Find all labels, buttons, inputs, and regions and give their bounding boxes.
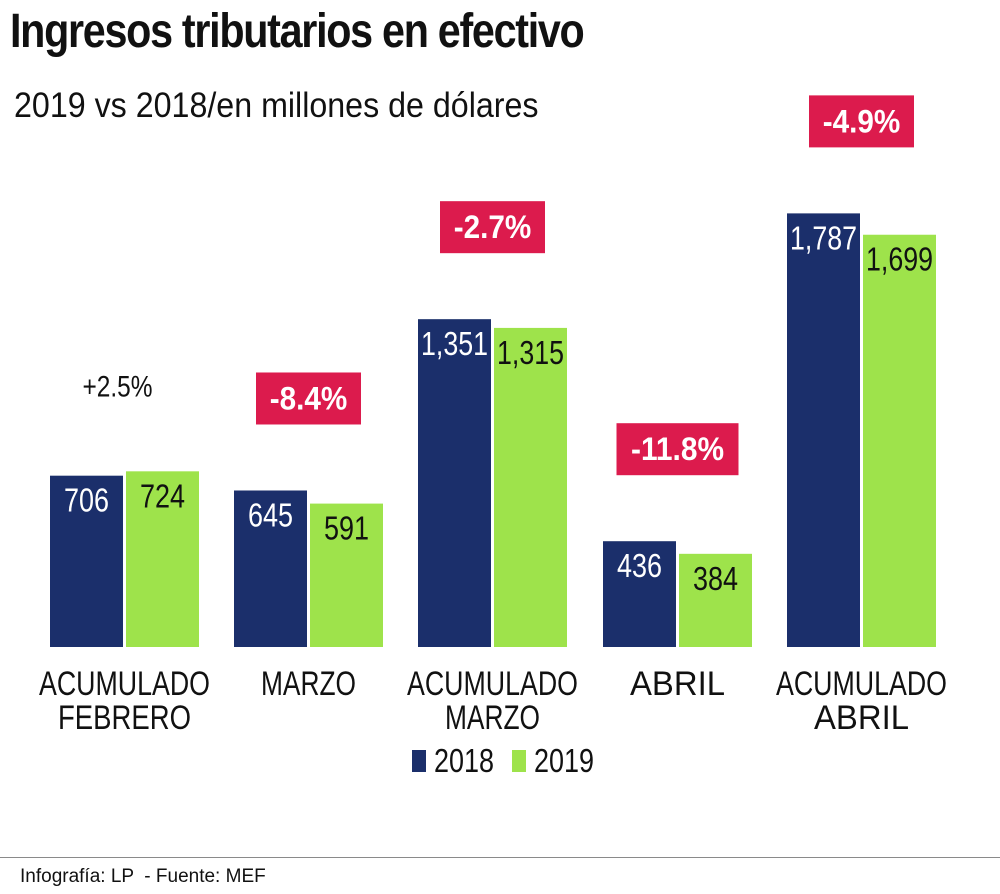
bar-value-label: 1,787	[790, 219, 857, 256]
change-label: +2.5%	[83, 370, 153, 403]
bar-value-label: 591	[324, 510, 369, 547]
category-label: ACUMULADO	[776, 665, 947, 703]
bar-2018-2	[418, 319, 491, 647]
footer-source: - Fuente: MEF	[144, 866, 266, 887]
footer-divider	[0, 857, 1000, 858]
change-badge-label: -11.8%	[631, 431, 724, 467]
category-label: ABRIL	[814, 699, 909, 737]
bar-2018-4	[787, 213, 860, 647]
bar-value-label: 645	[248, 496, 293, 533]
chart-title: Ingresos tributarios en efectivo	[10, 5, 585, 58]
bar-2018-3	[603, 541, 676, 647]
bar-value-label: 384	[693, 560, 738, 597]
chart-subtitle: 2019 vs 2018/en millones de dólares	[14, 86, 539, 125]
footer-spacer	[134, 866, 145, 887]
legend-label-2018: 2018	[434, 742, 494, 779]
bar-2019-3	[679, 553, 752, 647]
bar-value-label: 706	[64, 482, 109, 519]
category-label: ACUMULADO	[39, 665, 210, 703]
footer: Infografía: LP - Fuente: MEF	[20, 866, 266, 888]
bar-value-label: 1,315	[497, 334, 564, 371]
bar-2019-1	[310, 503, 383, 647]
bar-value-label: 436	[617, 547, 662, 584]
legend-swatch-2019	[512, 750, 526, 772]
legend-swatch-2018	[412, 750, 426, 772]
bar-2019-0	[126, 471, 199, 647]
change-badge-label: -8.4%	[270, 380, 348, 416]
footer-credit: Infografía: LP	[20, 866, 134, 887]
legend-label-2019: 2019	[534, 742, 594, 779]
change-badge	[256, 372, 361, 425]
change-badge-label: -2.7%	[454, 209, 532, 245]
bar-value-label: 724	[140, 477, 185, 514]
bar-2018-1	[234, 490, 307, 647]
bar-2019-2	[494, 327, 567, 647]
change-badge	[616, 423, 739, 476]
change-badge	[809, 95, 914, 148]
change-badge	[440, 201, 545, 254]
category-label: MARZO	[261, 665, 356, 703]
category-label: ACUMULADO	[407, 665, 578, 703]
change-badge-label: -4.9%	[823, 103, 901, 139]
category-label: MARZO	[445, 699, 540, 737]
bar-value-label: 1,351	[421, 325, 488, 362]
category-label: FEBRERO	[58, 699, 191, 737]
bar-2019-4	[863, 234, 936, 648]
category-label: ABRIL	[630, 665, 725, 703]
bar-2018-0	[50, 475, 123, 647]
bar-value-label: 1,699	[866, 241, 933, 278]
